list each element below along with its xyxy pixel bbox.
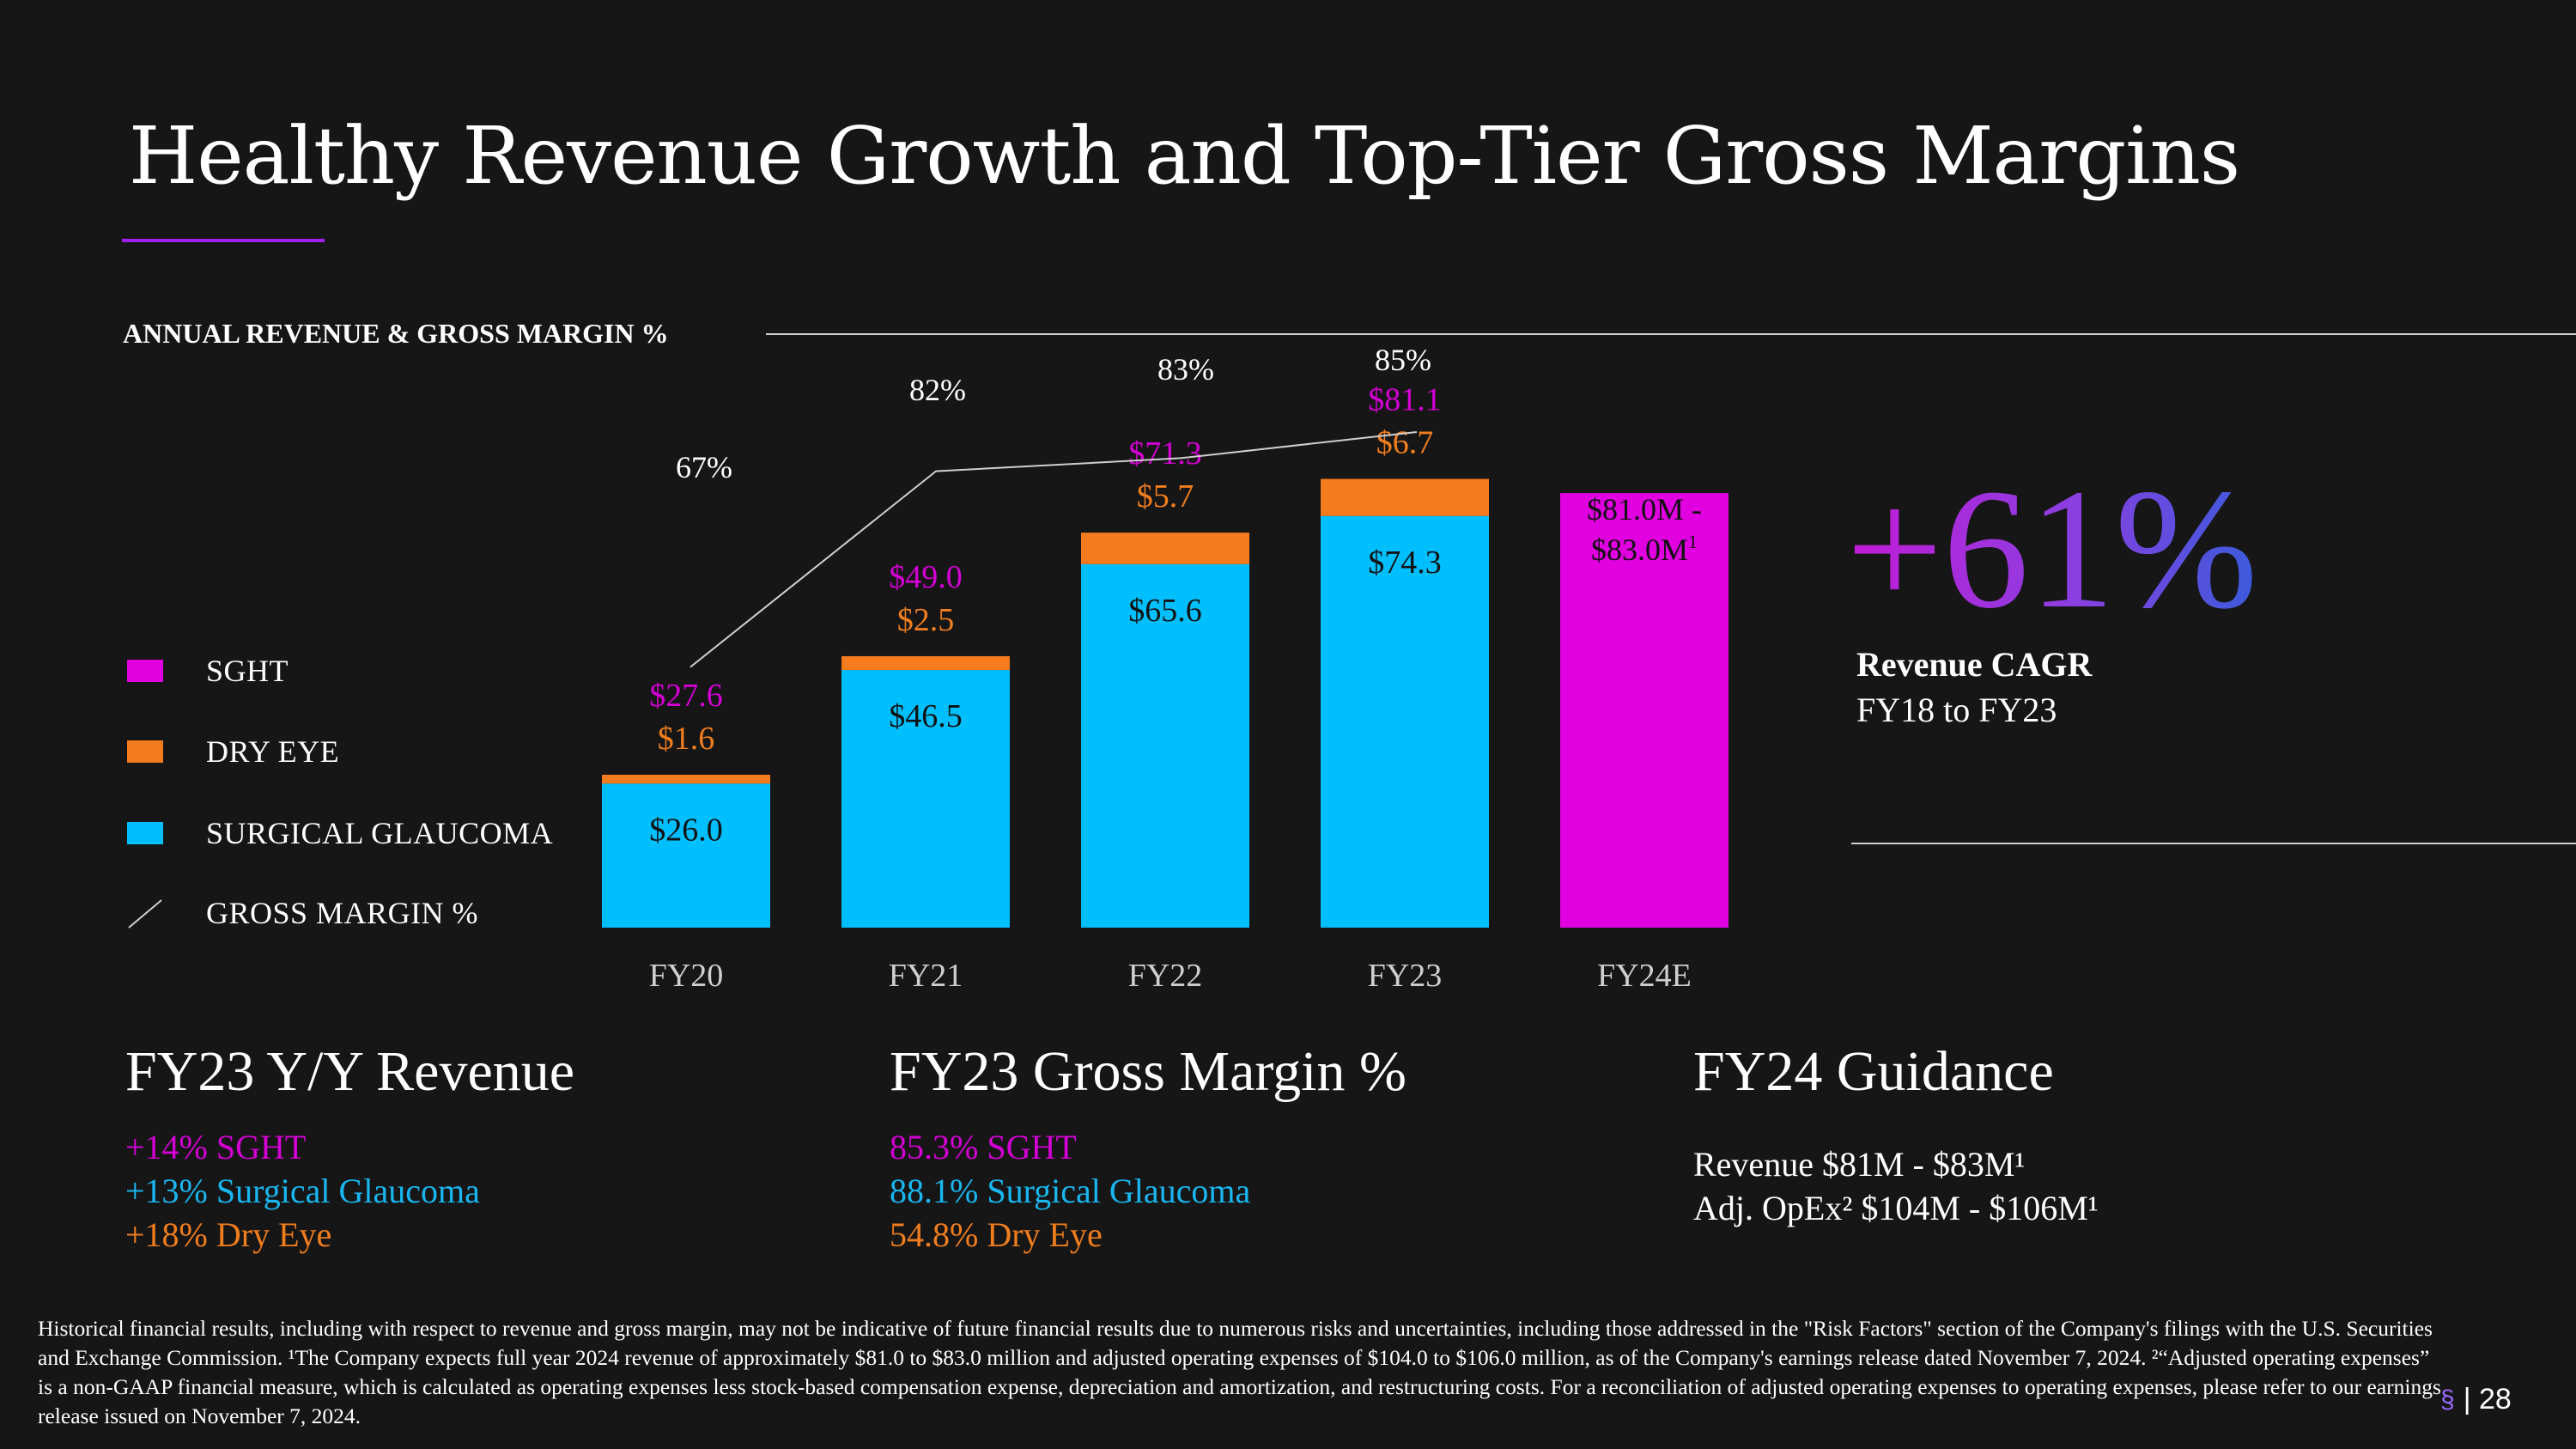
sight-logo-icon: §	[2440, 1385, 2455, 1414]
bar-dry-eye-fy22	[1081, 533, 1249, 564]
panel-yy-revenue: FY23 Y/Y Revenue +14% SGHT +13% Surgical…	[125, 1039, 574, 1257]
chart-section-label: ANNUAL REVENUE & GROSS MARGIN %	[123, 318, 669, 349]
panel-guidance: FY24 Guidance Revenue $81M - $83M¹ Adj. …	[1693, 1039, 2099, 1230]
label-glaucoma-fy21: $46.5	[889, 698, 963, 734]
label-glaucoma-fy22: $65.6	[1128, 593, 1202, 629]
legend-label-sght: SGHT	[206, 654, 289, 688]
cagr-value: +61%	[1846, 454, 2258, 644]
title-underline	[122, 239, 325, 242]
bar-dry-eye-fy23	[1321, 478, 1489, 516]
panel-line-sght-growth: +14% SGHT	[125, 1128, 307, 1166]
panel-title-yy-revenue: FY23 Y/Y Revenue	[125, 1040, 575, 1103]
label-sght-fy22: $71.3	[1128, 435, 1202, 472]
tick-label-fy21: FY21	[889, 958, 963, 994]
legend-item-surgical-glaucoma: SURGICAL GLAUCOMA	[127, 812, 553, 855]
tick-label-fy23: FY23	[1368, 958, 1443, 994]
label-guidance-line1-fy24e: $81.0M -	[1587, 492, 1702, 527]
legend-item-dry-eye: DRY EYE	[127, 730, 339, 773]
legend-item-gross-margin: GROSS MARGIN %	[127, 892, 478, 935]
panel-line-glaucoma-growth: +13% Surgical Glaucoma	[125, 1172, 480, 1210]
line-series-icon	[128, 899, 162, 928]
panel-line-opex-guidance: Adj. OpEx² $104M - $106M¹	[1693, 1189, 2099, 1227]
gross-margin-label-fy21: 82%	[909, 373, 966, 407]
tick-label-fy20: FY20	[649, 958, 724, 994]
bar-dry-eye-fy20	[602, 774, 770, 784]
label-sght-fy20: $27.6	[649, 678, 723, 714]
label-dry-eye-fy21: $2.5	[897, 602, 955, 638]
label-glaucoma-fy23: $74.3	[1368, 545, 1442, 581]
legend-label-dry-eye: DRY EYE	[206, 734, 340, 769]
legend-label-gross-margin: GROSS MARGIN %	[206, 896, 479, 930]
label-sght-fy23: $81.1	[1368, 382, 1442, 418]
legend-swatch-surgical-glaucoma	[127, 822, 163, 844]
panel-title-guidance: FY24 Guidance	[1693, 1040, 2054, 1103]
panel-line-dry-eye-growth: +18% Dry Eye	[125, 1215, 332, 1254]
page-title: Healthy Revenue Growth and Top-Tier Gros…	[129, 110, 2240, 202]
bar-sght-fy24e	[1560, 493, 1728, 928]
bar-glaucoma-fy21	[841, 670, 1010, 928]
label-glaucoma-fy20: $26.0	[649, 812, 723, 848]
legend-swatch-dry-eye	[127, 740, 163, 763]
gross-margin-label-fy22: 83%	[1157, 352, 1214, 387]
cagr-sublabel: FY18 to FY23	[1856, 691, 2057, 729]
bar-glaucoma-fy23	[1321, 515, 1489, 928]
page-number-block: § | 28	[2440, 1383, 2512, 1416]
guidance-superscript: 1	[1688, 531, 1698, 552]
bar-glaucoma-fy20	[602, 783, 770, 928]
panel-line-sght-margin: 85.3% SGHT	[890, 1128, 1077, 1166]
tick-label-fy24e: FY24E	[1597, 958, 1692, 994]
section-rule	[766, 333, 2576, 335]
bar-glaucoma-fy22	[1081, 563, 1249, 928]
panel-gross-margin: FY23 Gross Margin % 85.3% SGHT 88.1% Sur…	[890, 1039, 1406, 1257]
label-dry-eye-fy22: $5.7	[1137, 478, 1194, 514]
footnote: Historical financial results, including …	[38, 1316, 2441, 1428]
label-dry-eye-fy23: $6.7	[1376, 425, 1434, 461]
cagr-rule	[1851, 843, 2576, 844]
panel-title-gross-margin: FY23 Gross Margin %	[890, 1040, 1406, 1103]
page-number: | 28	[2463, 1383, 2512, 1416]
legend-item-sght: SGHT	[127, 649, 289, 692]
legend-label-surgical-glaucoma: SURGICAL GLAUCOMA	[206, 816, 554, 850]
legend-swatch-sght	[127, 660, 163, 682]
label-dry-eye-fy20: $1.6	[658, 721, 715, 757]
bar-dry-eye-fy21	[841, 655, 1010, 671]
cagr-label: Revenue CAGR	[1856, 645, 2093, 684]
label-sght-fy21: $49.0	[889, 559, 963, 595]
gross-margin-label-fy20: 67%	[676, 450, 732, 484]
tick-label-fy22: FY22	[1128, 958, 1203, 994]
label-guidance-line2-fy24e: $83.0M1	[1591, 531, 1698, 567]
panel-line-glaucoma-margin: 88.1% Surgical Glaucoma	[890, 1172, 1251, 1210]
panel-line-dry-eye-margin: 54.8% Dry Eye	[890, 1215, 1103, 1254]
panel-line-revenue-guidance: Revenue $81M - $83M¹	[1693, 1145, 2026, 1184]
gross-margin-line	[690, 431, 1418, 668]
gross-margin-label-fy23: 85%	[1375, 343, 1431, 377]
